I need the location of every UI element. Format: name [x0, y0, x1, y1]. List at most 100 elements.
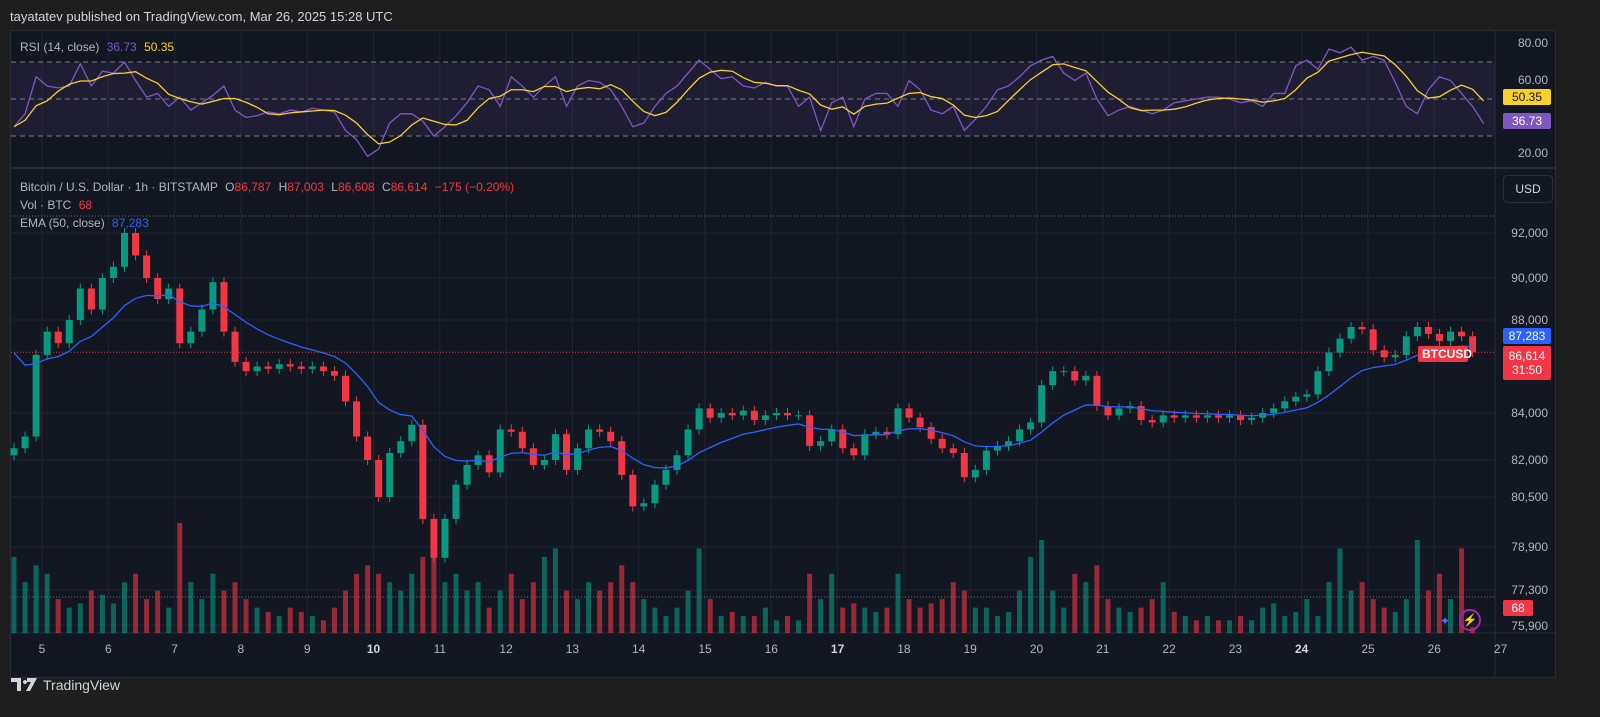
candle	[551, 434, 559, 460]
candle	[540, 460, 548, 465]
candles	[10, 228, 1477, 563]
candle	[828, 429, 836, 442]
volume-bar	[221, 590, 227, 633]
candle	[375, 460, 383, 497]
volume-bar	[387, 582, 393, 633]
candle	[706, 408, 714, 418]
volume-bar	[1215, 620, 1221, 633]
volume-bar	[1271, 603, 1277, 633]
candle	[1181, 415, 1189, 418]
volume-bar	[862, 607, 868, 633]
candle	[43, 331, 51, 355]
candle	[772, 413, 780, 416]
x-tick-day-10: 10	[366, 642, 381, 656]
volume-bar	[265, 611, 271, 633]
candle	[585, 429, 593, 449]
volume-bar	[1436, 573, 1442, 633]
volume-bar	[1061, 607, 1067, 633]
price-legend[interactable]: Bitcoin / U.S. Dollar · 1h · BITSTAMP O8…	[20, 180, 518, 194]
candle	[496, 429, 504, 473]
volume-legend[interactable]: Vol · BTC 68	[20, 198, 96, 212]
candle	[1049, 371, 1057, 386]
x-tick-day-8: 8	[237, 642, 245, 656]
volume-bar	[641, 599, 647, 633]
x-tick-day-13: 13	[565, 642, 580, 656]
candle	[1005, 441, 1012, 446]
volume-bar	[552, 548, 558, 633]
sparkle-icon: ✦	[1440, 614, 1451, 628]
candle	[87, 288, 95, 310]
candle	[397, 441, 405, 453]
candle	[253, 366, 261, 372]
x-tick-day-11: 11	[433, 642, 447, 656]
volume-bar	[928, 603, 934, 633]
symbol-label: Bitcoin / U.S. Dollar · 1h · BITSTAMP	[20, 180, 218, 194]
volume-bar	[1348, 590, 1354, 633]
candle	[1347, 326, 1355, 339]
volume-bar	[177, 523, 183, 633]
volume-bar	[442, 582, 448, 633]
candle	[993, 445, 1001, 451]
candle	[1458, 331, 1466, 337]
tradingview-logo[interactable]: TradingView	[11, 677, 120, 693]
candle	[507, 429, 515, 432]
candle	[1336, 338, 1344, 353]
rsi-ma-legend-value: 50.35	[144, 40, 175, 54]
volume-bar	[398, 590, 404, 633]
volume-bar	[1315, 616, 1321, 633]
candle	[596, 429, 604, 432]
volume-bar	[409, 573, 415, 633]
candle	[1137, 406, 1145, 421]
volume-bar	[575, 599, 581, 633]
volume-bar	[1050, 590, 1056, 633]
lightning-icon[interactable]: ⚡	[1459, 609, 1481, 631]
volume-bar	[133, 573, 139, 633]
candle	[728, 413, 736, 416]
candle	[165, 288, 173, 299]
volume-bar	[1006, 611, 1011, 633]
candle	[795, 415, 803, 417]
volume-bar	[608, 582, 614, 633]
candle	[1082, 375, 1090, 381]
rsi-legend[interactable]: RSI (14, close) 36.73 50.35	[20, 40, 178, 54]
volume-bar	[110, 603, 116, 633]
chart-panel[interactable]	[10, 30, 1556, 678]
volume-bar	[99, 594, 105, 633]
x-tick-day-21: 21	[1096, 642, 1110, 656]
volume-bar	[785, 616, 790, 633]
candle	[1060, 371, 1068, 373]
candle	[1104, 406, 1112, 416]
candle	[750, 410, 758, 421]
x-tick-day-14: 14	[632, 642, 646, 656]
candle	[353, 401, 361, 437]
volume-bar	[961, 590, 967, 633]
x-tick-day-25: 25	[1361, 642, 1375, 656]
price-tick: 77,300	[1511, 583, 1548, 597]
volume-bar	[674, 607, 680, 633]
volume-bar	[718, 616, 724, 633]
last-price-tag: 86,614 31:50	[1503, 346, 1551, 380]
volume-bar	[309, 616, 315, 633]
volume-bar	[354, 573, 360, 633]
candle	[21, 436, 29, 449]
tradingview-logo-icon	[11, 678, 37, 691]
x-tick-day-26: 26	[1427, 642, 1441, 656]
volume-bar	[1304, 599, 1310, 633]
candle	[607, 431, 615, 442]
candle	[98, 278, 106, 310]
volume-bar	[166, 607, 172, 633]
volume-bar	[994, 616, 1000, 633]
candle	[54, 331, 62, 344]
candle	[198, 309, 206, 332]
candle	[949, 448, 957, 453]
volume-bar	[1414, 539, 1420, 633]
volume-bar	[630, 582, 636, 633]
x-tick-day-23: 23	[1228, 642, 1243, 656]
price-tick: 75,900	[1511, 619, 1548, 633]
currency-button[interactable]: USD	[1503, 175, 1553, 203]
volume-bar	[22, 582, 28, 633]
ema-line	[13, 294, 1473, 469]
volume-bar	[1459, 548, 1465, 633]
ema-legend[interactable]: EMA (50, close) 87,283	[20, 216, 153, 230]
